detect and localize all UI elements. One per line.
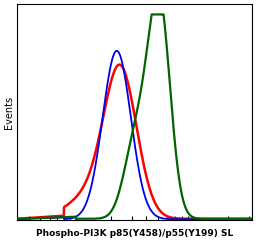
Y-axis label: Events: Events — [4, 95, 14, 129]
X-axis label: Phospho-PI3K p85(Y458)/p55(Y199) SL: Phospho-PI3K p85(Y458)/p55(Y199) SL — [36, 229, 233, 238]
